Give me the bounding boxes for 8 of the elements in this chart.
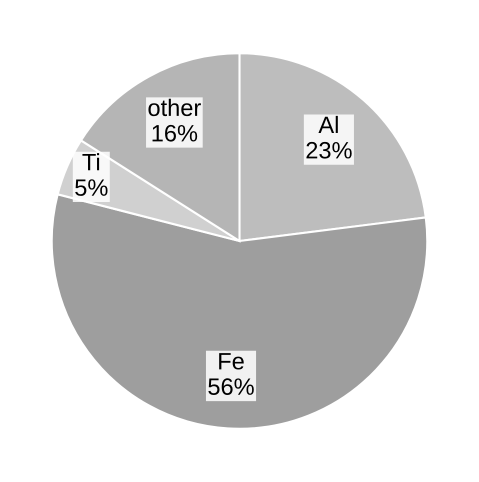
data-label: 23% — [306, 142, 352, 159]
slice-label: other — [148, 98, 201, 116]
slice-label: Ti — [82, 153, 100, 170]
data-label: 5% — [75, 179, 108, 196]
data-label: 16% — [152, 124, 198, 142]
data-label: 56% — [208, 378, 254, 395]
slice-label: Fe — [219, 353, 244, 370]
slice-label: Al — [318, 116, 338, 133]
